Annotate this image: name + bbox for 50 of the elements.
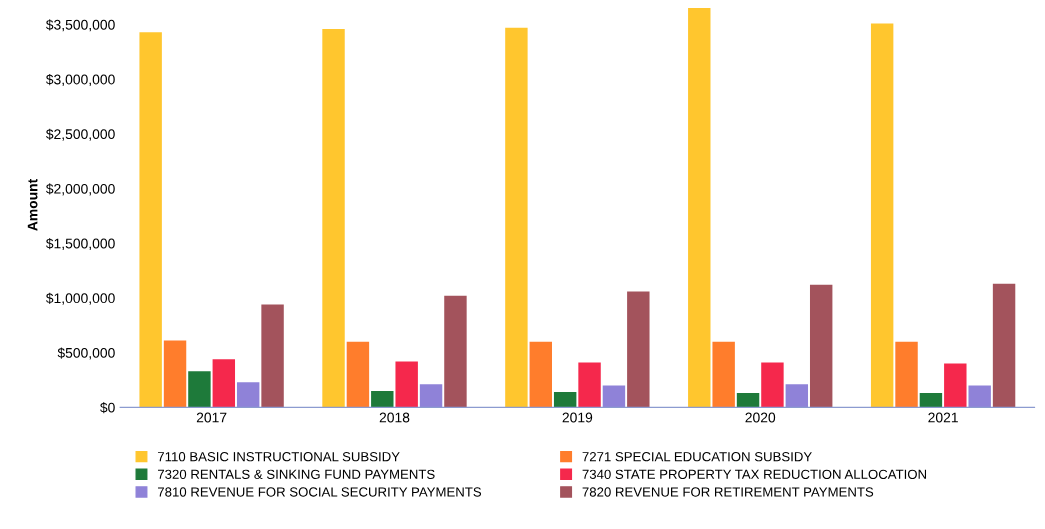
- bar: [529, 341, 552, 408]
- x-tick-label: 2019: [562, 412, 593, 423]
- x-tick-label: 2018: [379, 412, 410, 423]
- y-tick-label: $500,000: [57, 347, 115, 360]
- x-tick-label: 2020: [745, 412, 776, 423]
- bar: [688, 8, 711, 408]
- bar: [578, 362, 601, 408]
- bar: [602, 385, 626, 408]
- bar: [395, 361, 418, 408]
- bar: [322, 28, 345, 408]
- bar: [919, 393, 943, 408]
- bar: [968, 385, 991, 408]
- bar: [992, 283, 1016, 408]
- bar: [163, 340, 187, 408]
- x-tick-label: 2017: [196, 412, 227, 423]
- bar: [212, 359, 236, 408]
- y-tick-label: $3,000,000: [45, 73, 115, 87]
- legend-label: 7320 RENTALS & SINKING FUND PAYMENTS: [157, 469, 435, 479]
- bar: [553, 392, 577, 408]
- bar: [444, 295, 467, 408]
- bar: [188, 371, 211, 408]
- bar: [809, 284, 833, 408]
- y-tick-label: $2,500,000: [45, 128, 115, 141]
- y-tick-label: $2,000,000: [45, 183, 115, 196]
- y-tick-label: $1,500,000: [45, 238, 115, 251]
- bar: [371, 390, 394, 408]
- bar: [139, 32, 162, 408]
- y-tick-label: $3,500,000: [45, 19, 115, 32]
- y-axis-title: Amount: [27, 178, 38, 231]
- bar: [346, 341, 370, 408]
- bar: [785, 384, 809, 408]
- bar: [712, 341, 735, 408]
- legend-label: 7340 STATE PROPERTY TAX REDUCTION ALLOCATION: [582, 469, 927, 479]
- y-tick-label: $1,000,000: [45, 292, 115, 305]
- bar: [870, 23, 894, 408]
- y-tick-label: $0: [100, 402, 115, 414]
- bar: [736, 393, 760, 408]
- bar: [261, 304, 284, 408]
- bar: [236, 382, 260, 408]
- x-tick-label: 2021: [928, 412, 958, 423]
- legend-label: 7820 REVENUE FOR RETIREMENT PAYMENTS: [582, 487, 874, 497]
- bar: [761, 362, 784, 408]
- bar: [944, 363, 967, 408]
- bar: [895, 341, 918, 408]
- bar: [505, 27, 528, 408]
- legend-label: 7271 SPECIAL EDUCATION SUBSIDY: [582, 452, 812, 462]
- legend-label: 7110 BASIC INSTRUCTIONAL SUBSIDY: [157, 452, 400, 462]
- bar: [419, 384, 443, 408]
- legend-label: 7810 REVENUE FOR SOCIAL SECURITY PAYMENTS: [157, 487, 482, 497]
- bar: [627, 291, 650, 408]
